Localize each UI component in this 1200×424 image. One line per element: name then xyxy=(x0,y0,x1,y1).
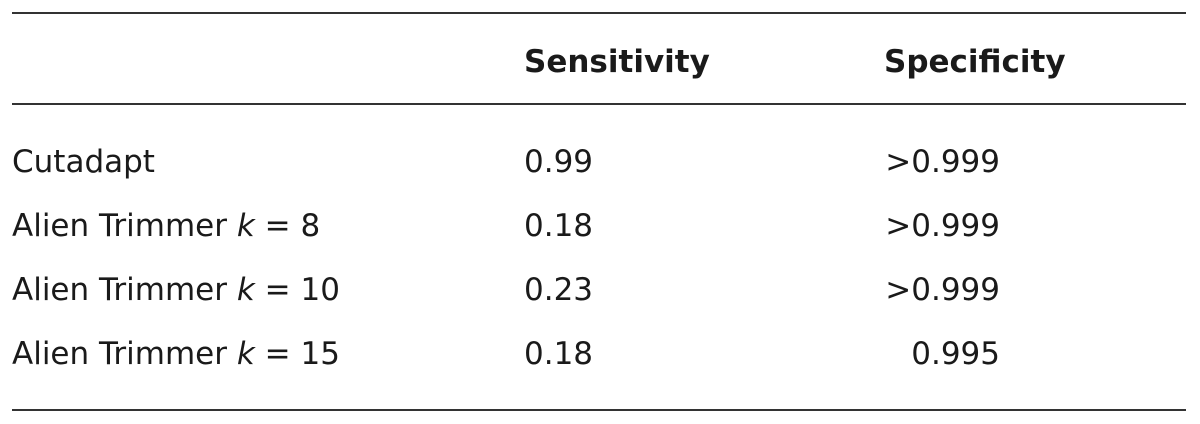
condition: = 8 xyxy=(264,208,321,244)
specificity: >0.999 xyxy=(885,208,1000,244)
row-label: Alien Trimmer k = 15 xyxy=(12,334,340,374)
variable: k xyxy=(236,272,255,308)
sensitivity: 0.23 xyxy=(524,272,594,308)
top-rule xyxy=(12,12,1186,14)
method: Alien Trimmer xyxy=(12,208,227,244)
sensitivity: 0.99 xyxy=(524,144,594,180)
condition: = 15 xyxy=(264,336,340,372)
row-label: Alien Trimmer k = 10 xyxy=(12,270,340,310)
specificity: 0.995 xyxy=(911,336,1000,372)
specificity: >0.999 xyxy=(885,144,1000,180)
method: Alien Trimmer xyxy=(12,336,227,372)
specificity: >0.999 xyxy=(885,272,1000,308)
bottom-rule xyxy=(12,409,1186,411)
variable: k xyxy=(236,336,255,372)
condition: = 10 xyxy=(264,272,340,308)
column-header: Specificity xyxy=(884,44,1066,80)
variable: k xyxy=(236,208,255,244)
row-label: Alien Trimmer k = 8 xyxy=(12,206,320,246)
header-rule xyxy=(12,103,1186,105)
row-label: Cutadapt xyxy=(12,142,155,182)
column-header: Sensitivity xyxy=(524,44,710,80)
sensitivity: 0.18 xyxy=(524,208,594,244)
sensitivity: 0.18 xyxy=(524,336,594,372)
method: Cutadapt xyxy=(12,144,155,180)
method: Alien Trimmer xyxy=(12,272,227,308)
